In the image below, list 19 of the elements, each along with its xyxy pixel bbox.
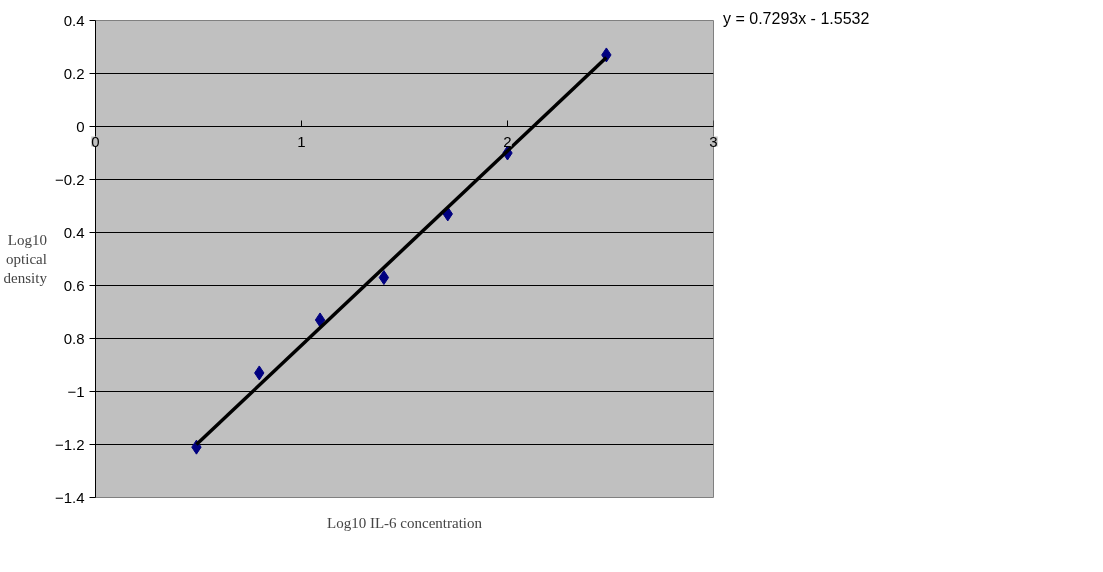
point	[314, 312, 326, 328]
y-tick-label: −1.4	[54, 488, 85, 506]
y-tick-label: 0.2	[63, 64, 85, 82]
y-tick-label: 0.4	[63, 11, 85, 29]
y-axis-title: Log10 optical density	[3, 231, 48, 287]
y-tick-label: 0.8	[63, 329, 85, 347]
text: y = 0.7293x - 1.5532	[723, 9, 870, 29]
y-tick-label: −1	[67, 382, 85, 400]
x-tick-label: 1	[297, 132, 306, 150]
x-tick-label: 0	[91, 132, 100, 150]
y-tick-label: −0.2	[54, 170, 85, 188]
x-tick-label: 3	[709, 132, 718, 150]
x-tick-label: 2	[503, 132, 512, 150]
y-tick-label: 0.6	[63, 276, 85, 294]
point	[378, 270, 390, 286]
x-axis-title: Log10 IL-6 concentration	[327, 514, 483, 531]
y-tick-label: 0.4	[63, 223, 85, 241]
y-tick-label: 0	[76, 117, 85, 135]
y-tick-label: −1.2	[54, 435, 85, 453]
